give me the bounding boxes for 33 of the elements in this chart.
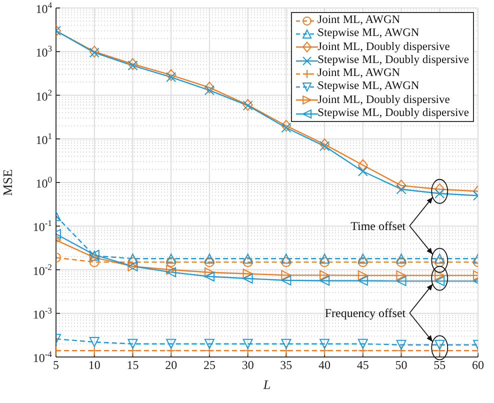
x-tick-label: 15 (126, 358, 139, 372)
y-tick-label: 10$^{-4}$ (32, 349, 53, 365)
x-tick-label: 5 (53, 358, 59, 372)
y-axis-title: MSE (0, 169, 15, 196)
x-tick-label: 50 (395, 358, 408, 372)
y-tick-label: 10$^{-2}$ (32, 262, 52, 278)
y-tick-label: 10$^{0}$ (36, 174, 52, 190)
x-tick-label: 35 (280, 358, 292, 372)
x-tick-label: 25 (203, 358, 216, 372)
legend-label: Joint ML, AWGN (318, 14, 400, 28)
legend-label: Stepwise ML, AWGN (318, 80, 420, 94)
legend-label: Stepwise ML, AWGN (318, 27, 420, 41)
y-tick-label: 10$^{3}$ (36, 44, 52, 60)
legend-label: Stepwise ML, Doubly dispersive (318, 107, 469, 120)
x-axis-title: L (262, 377, 271, 392)
legend-label: Joint ML, AWGN (318, 67, 400, 80)
x-tick-label: 45 (356, 358, 369, 372)
y-tick-label: 10$^{2}$ (36, 87, 52, 104)
legend-label: Joint ML, Doubly dispersive (318, 94, 450, 108)
y-tick-label: 10$^{-3}$ (32, 305, 52, 322)
x-tick-label: 55 (434, 358, 446, 372)
x-tick-label: 30 (242, 358, 254, 372)
legend-label: Joint ML, Doubly dispersive (318, 40, 450, 54)
annotation: Time offset (350, 218, 406, 233)
y-tick-label: 10$^{1}$ (36, 130, 52, 147)
x-tick-label: 60 (472, 358, 484, 372)
y-tick-label: 10$^{4}$ (36, 0, 53, 16)
annotation: Frequency offset (324, 306, 406, 320)
x-tick-label: 20 (165, 358, 178, 372)
x-tick-label: 40 (318, 358, 331, 372)
y-tick-label: 10$^{-1}$ (32, 218, 52, 234)
legend-label: Stepwise ML, Doubly dispersive (318, 54, 469, 68)
x-tick-label: 10 (88, 358, 100, 372)
